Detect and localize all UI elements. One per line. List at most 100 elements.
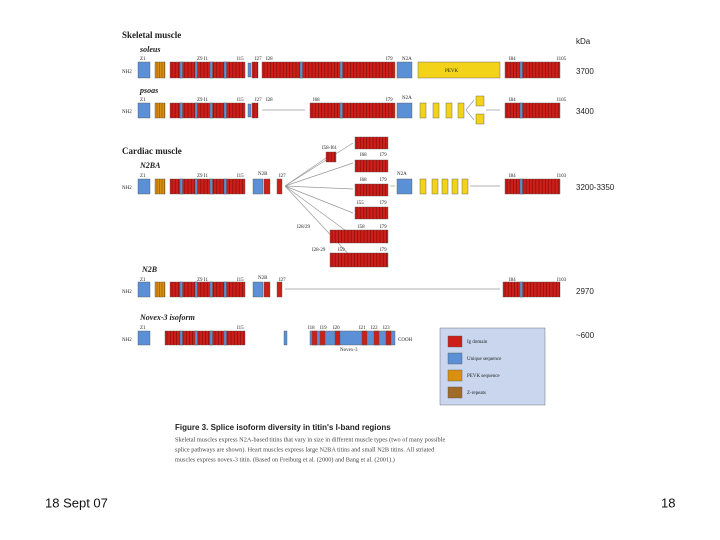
block bbox=[396, 61, 413, 79]
block bbox=[276, 281, 283, 298]
domain-label: I28-29 bbox=[312, 248, 326, 253]
legend-swatch bbox=[447, 335, 463, 348]
pevk bbox=[441, 178, 449, 195]
size-kda: 3700 bbox=[576, 67, 594, 76]
size-kda: 2970 bbox=[576, 287, 594, 296]
domain-label: I27 bbox=[279, 278, 286, 283]
isoform-name: Novex-3 isoform bbox=[139, 313, 195, 322]
domain-label: I79 bbox=[380, 201, 387, 206]
block bbox=[319, 330, 326, 346]
domain-label: Novex-3 bbox=[340, 348, 358, 353]
domain-label: I27 bbox=[279, 174, 286, 179]
unique-sequence bbox=[209, 61, 213, 79]
ig-domains bbox=[502, 281, 561, 298]
domain-label: I28/29 bbox=[297, 225, 311, 230]
unit-label: kDa bbox=[576, 37, 591, 46]
domain-label: N2A bbox=[397, 172, 407, 177]
block bbox=[252, 281, 264, 298]
domain-label: I103 bbox=[557, 278, 567, 283]
connector bbox=[284, 162, 354, 187]
domain-label: N2A bbox=[402, 57, 412, 62]
unique-sequence bbox=[179, 178, 183, 195]
unique-sequence bbox=[519, 61, 523, 79]
domain-label: COOH bbox=[398, 338, 413, 343]
block bbox=[309, 330, 396, 346]
domain-label: I68 bbox=[360, 153, 367, 158]
legend-swatch bbox=[447, 386, 463, 399]
unique-sequence bbox=[209, 178, 213, 195]
unique-sequence bbox=[194, 330, 198, 346]
pevk bbox=[431, 178, 439, 195]
pevk bbox=[417, 61, 501, 79]
ig-domains bbox=[251, 102, 259, 119]
unique-sequence bbox=[209, 281, 213, 298]
domain-label: Z9 I1 bbox=[197, 278, 208, 283]
block bbox=[263, 281, 271, 298]
unique-sequence bbox=[194, 178, 198, 195]
connector bbox=[284, 185, 354, 190]
caption-line: muscles express novex-3 titin. (Based on… bbox=[175, 456, 395, 463]
unique-sequence bbox=[137, 281, 151, 298]
pevk bbox=[419, 102, 427, 119]
pevk bbox=[475, 95, 485, 107]
n-terminus: NH2 bbox=[122, 338, 132, 343]
block bbox=[373, 330, 380, 346]
unique-sequence bbox=[194, 61, 198, 79]
z-repeats bbox=[154, 61, 166, 79]
unique-sequence bbox=[209, 102, 213, 119]
unique-sequence bbox=[179, 61, 183, 79]
domain-label: I15 bbox=[237, 278, 244, 283]
domain-label: I103 bbox=[557, 174, 567, 179]
domain-label: I105 bbox=[557, 57, 567, 62]
unique-sequence bbox=[223, 178, 227, 195]
domain-label: I22 bbox=[371, 326, 378, 331]
domain-label: Z1 bbox=[140, 98, 146, 103]
domain-label: I105 bbox=[557, 98, 567, 103]
domain-label: I79 bbox=[386, 57, 393, 62]
domain-label: I84 bbox=[509, 278, 516, 283]
unique-sequence bbox=[179, 281, 183, 298]
domain-label: I27 bbox=[255, 98, 262, 103]
domain-label: I79 bbox=[386, 98, 393, 103]
domain-label: I79 bbox=[380, 153, 387, 158]
section-title: Cardiac muscle bbox=[122, 146, 182, 156]
pevk bbox=[461, 178, 469, 195]
domain-label: I15 bbox=[237, 57, 244, 62]
unique-sequence bbox=[223, 61, 227, 79]
unique-sequence bbox=[137, 61, 151, 79]
domain-label: Z1 bbox=[140, 174, 146, 179]
block bbox=[334, 330, 341, 346]
ig-domains bbox=[261, 61, 396, 79]
legend-swatch bbox=[447, 369, 463, 382]
domain-label: I28 bbox=[266, 57, 273, 62]
block bbox=[263, 178, 271, 195]
block bbox=[247, 103, 252, 118]
connector bbox=[284, 185, 354, 214]
connector bbox=[284, 185, 354, 260]
domain-label: Z1 bbox=[140, 278, 146, 283]
isoform-name: psoas bbox=[139, 86, 158, 95]
domain-label: I84 bbox=[509, 98, 516, 103]
legend-label: PEVK sequence bbox=[467, 374, 500, 379]
block bbox=[252, 178, 264, 195]
unique-sequence bbox=[209, 330, 213, 346]
connector bbox=[465, 109, 475, 121]
n-terminus: NH2 bbox=[122, 110, 132, 115]
domain-label: Z1 bbox=[140, 326, 146, 331]
unique-sequence bbox=[223, 102, 227, 119]
domain-label: N2B bbox=[258, 276, 268, 281]
unique-sequence bbox=[223, 330, 227, 346]
caption-title: Figure 3. Splice isoform diversity in ti… bbox=[175, 423, 391, 432]
domain-label: I79 bbox=[380, 225, 387, 230]
domain-label: I23 bbox=[383, 326, 390, 331]
page-number: 18 bbox=[661, 495, 675, 510]
pevk bbox=[475, 113, 485, 125]
block bbox=[396, 102, 413, 119]
block bbox=[311, 330, 318, 346]
unique-sequence bbox=[137, 102, 151, 119]
pevk bbox=[457, 102, 465, 119]
domain-label: I18 bbox=[308, 326, 315, 331]
size-kda: 3400 bbox=[576, 107, 594, 116]
unique-sequence bbox=[519, 102, 523, 119]
domain-label: I79 bbox=[380, 178, 387, 183]
